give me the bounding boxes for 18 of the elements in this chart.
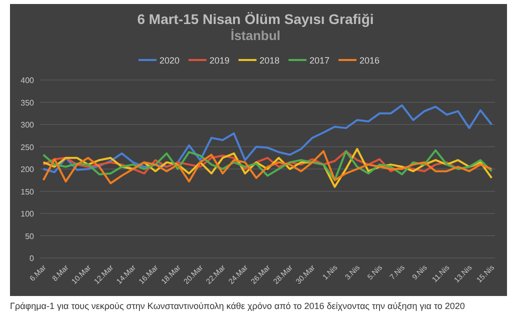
chart-title: 6 Mart-15 Nisan Ölüm Sayısı Grafiği	[137, 11, 374, 27]
y-tick-label: 250	[20, 142, 35, 152]
chart-subtitle: İstanbul	[230, 28, 280, 43]
y-tick-label: 50	[25, 232, 35, 241]
y-tick-label: 150	[20, 187, 35, 196]
legend-label: 2019	[210, 56, 230, 66]
text: Γράφημα-1 για τους νεκρούς στην Κωνσταντινούπολη κάθε χρόνο από το 2016 δείχνοντας την αύξηση για το 2020	[10, 301, 465, 311]
y-tick-label: 350	[20, 98, 35, 108]
legend-label: 2017	[310, 56, 330, 66]
y-tick-label: 300	[20, 120, 35, 130]
legend-label: 2020	[160, 56, 180, 66]
y-tick-label: 400	[20, 76, 35, 85]
y-tick-label: 100	[20, 210, 35, 218]
line-series	[42, 104, 493, 174]
y-tick-label: 0	[30, 254, 35, 263]
legend-label: 2018	[260, 56, 280, 66]
legend-label: 2016	[360, 56, 380, 66]
y-tick-label: 200	[20, 165, 35, 174]
